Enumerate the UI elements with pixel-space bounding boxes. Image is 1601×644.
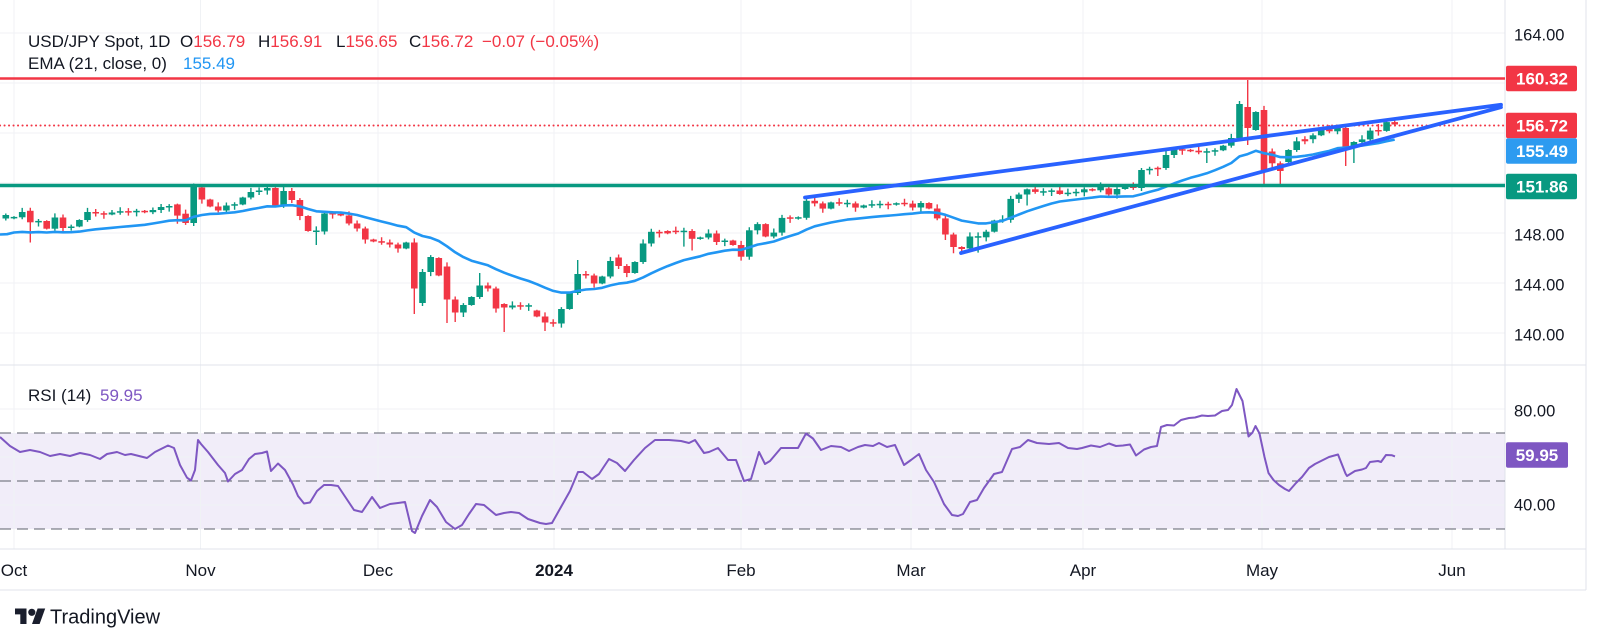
svg-text:RSI (14)59.95: RSI (14) 59.95 — [28, 386, 143, 405]
svg-text:Mar: Mar — [896, 561, 926, 580]
svg-text:80.00: 80.00 — [1514, 403, 1555, 421]
svg-text:160.32: 160.32 — [1516, 69, 1568, 88]
svg-text:Dec: Dec — [363, 561, 394, 580]
svg-text:May: May — [1246, 561, 1279, 580]
svg-text:140.00: 140.00 — [1514, 327, 1564, 345]
svg-text:156.72: 156.72 — [1516, 116, 1568, 135]
svg-text:155.49: 155.49 — [1516, 142, 1568, 161]
svg-text:Nov: Nov — [185, 561, 216, 580]
svg-text:151.86: 151.86 — [1516, 177, 1568, 196]
svg-text:164.00: 164.00 — [1514, 27, 1564, 45]
svg-text:Feb: Feb — [726, 561, 755, 580]
svg-text:144.00: 144.00 — [1514, 277, 1564, 295]
svg-text:59.95: 59.95 — [1516, 446, 1559, 465]
svg-text:2024: 2024 — [535, 561, 573, 580]
svg-text:Apr: Apr — [1070, 561, 1097, 580]
svg-text:TradingView: TradingView — [50, 607, 161, 629]
svg-text:148.00: 148.00 — [1514, 227, 1564, 245]
svg-text:40.00: 40.00 — [1514, 497, 1555, 515]
svg-text:EMA (21, close, 0)155.49: EMA (21, close, 0) 155.49 — [28, 54, 235, 73]
svg-text:Oct: Oct — [1, 561, 28, 580]
svg-text:Jun: Jun — [1438, 561, 1465, 580]
